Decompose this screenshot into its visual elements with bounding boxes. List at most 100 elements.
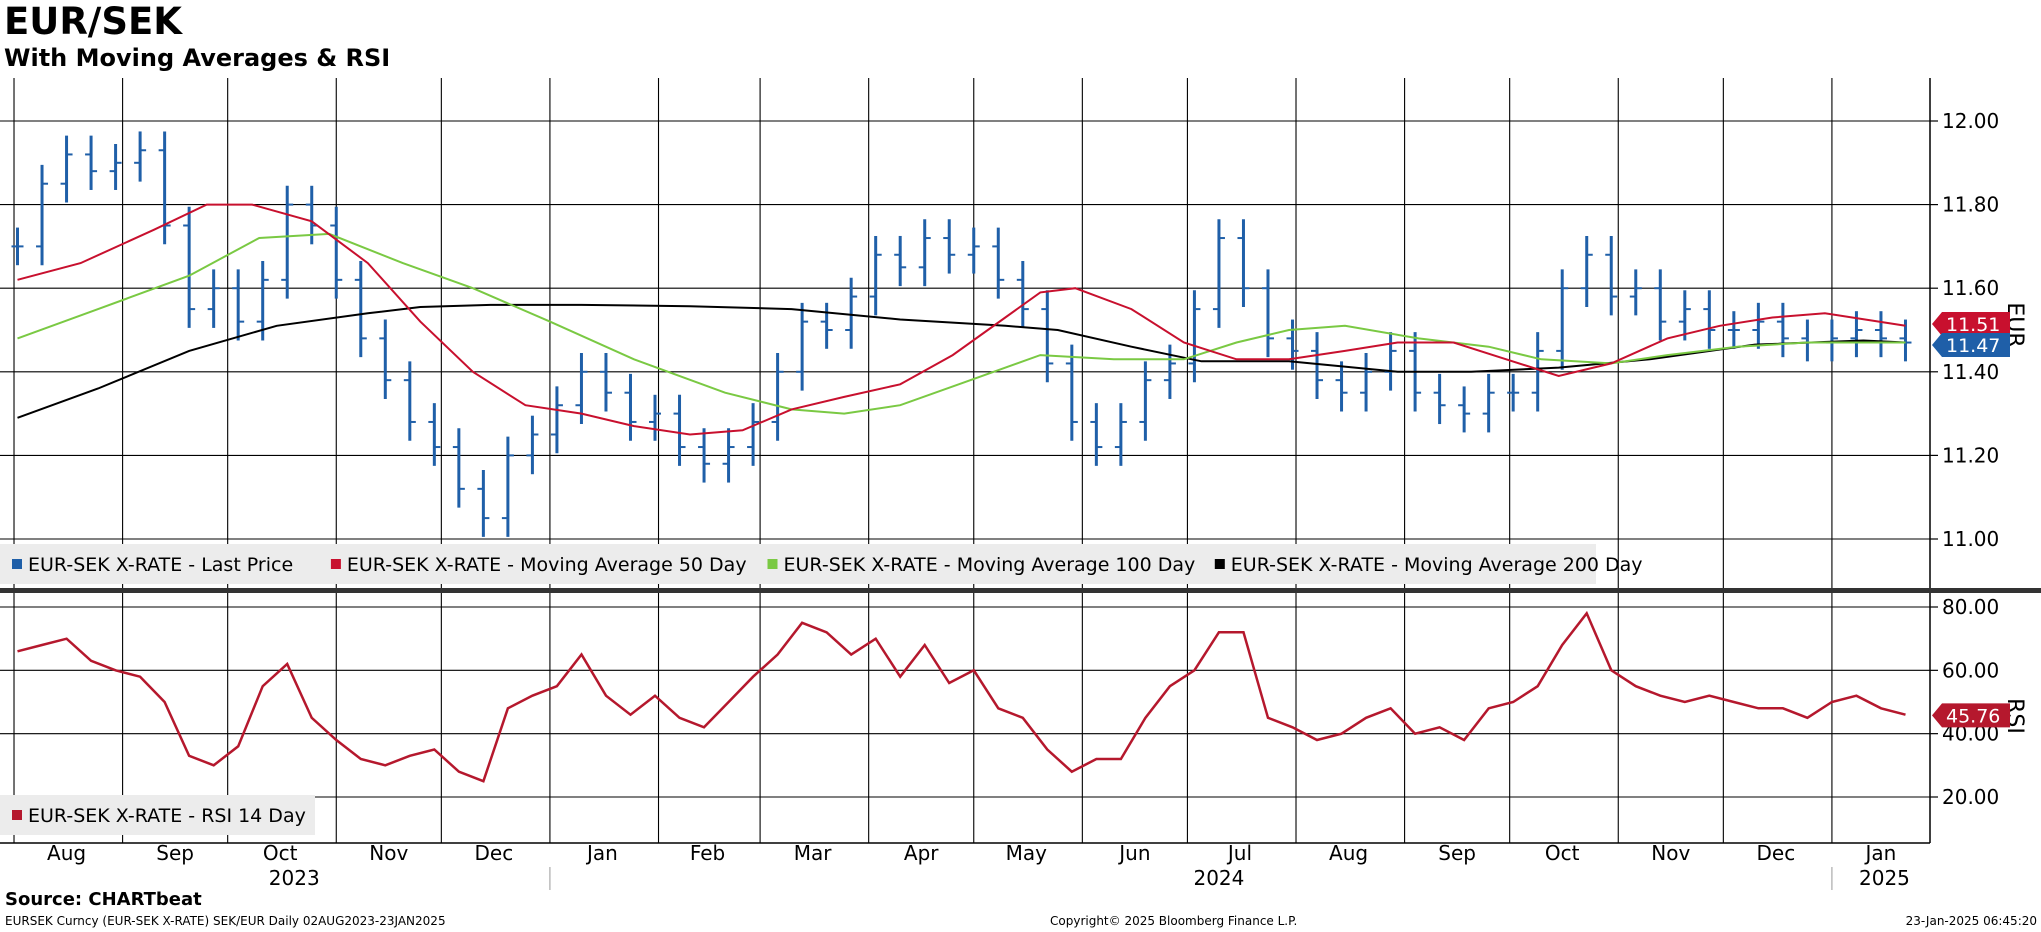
price-tick-label: 12.00 [1942,109,1999,133]
price-tick-label: 11.60 [1942,276,1999,300]
price-bar [452,428,465,508]
price-bar [1752,302,1765,349]
ma200-line [17,303,1906,419]
price-bar [796,302,809,391]
price-bar [1261,269,1274,358]
price-bar [698,428,711,483]
price-tick-label: 11.20 [1942,443,1999,467]
price-bar [232,269,245,341]
price-bar [379,319,392,399]
price-bar [501,436,514,537]
footer-timestamp: 23-Jan-2025 06:45:20 [1905,914,2037,928]
price-bar [354,261,367,358]
x-month-label: Dec [475,841,514,865]
price-bar [820,302,833,349]
price-bar [1727,311,1740,349]
price-bar [1188,290,1201,383]
price-bar [330,206,343,299]
price-tick-label: 11.40 [1942,360,1999,384]
price-bar [1114,403,1127,466]
price-bar [1384,332,1397,391]
x-month-label: Nov [1651,841,1690,865]
rsi-tick-label: 60.00 [1942,658,1999,682]
price-bar [183,206,196,328]
rsi-last-value-tag-shape [1932,703,2010,728]
price-bar [60,135,73,203]
price-bar [403,361,416,441]
x-month-label: Mar [794,841,833,865]
legend-swatch [12,559,22,569]
x-month-label: Oct [1545,841,1580,865]
price-bar [11,227,24,266]
x-month-label: Feb [690,841,725,865]
price-bar [1531,332,1544,412]
price-bar [1703,290,1716,349]
price-legend: EUR-SEK X-RATE - Last Price EUR-SEK X-RAT… [0,544,1643,584]
price-bar [943,219,956,274]
price-last-value-tag: 11.47 [1932,333,2010,357]
price-bar [649,394,662,441]
price-bar [1482,373,1495,433]
rsi-last-value-tag-text: 45.76 [1946,705,2000,727]
price-bar [1433,373,1446,425]
x-month-label: Jan [585,841,618,865]
ma50-last-value-tag: 11.51 [1932,312,2010,336]
price-bar [134,131,147,182]
price-bar [36,164,49,266]
price-bar [1016,261,1029,328]
price-bar [207,269,220,328]
legend-label: EUR-SEK X-RATE - Last Price [28,554,293,576]
price-bar [1360,352,1373,412]
price-bar [918,219,931,287]
rsi-line [17,610,1906,783]
price-bar [673,394,686,466]
price-tick-label: 11.00 [1942,527,1999,551]
price-legend-bg [0,544,1596,584]
price-bar [281,185,294,299]
price-last-value-tag-text: 11.47 [1946,335,2000,357]
price-bar [1212,219,1225,328]
legend-swatch [767,559,778,569]
x-month-label: Aug [47,841,86,865]
price-bar [1311,332,1324,399]
ma50-last-value-tag-shape [1932,312,2010,336]
price-bar [1678,290,1691,341]
x-month-label: Jun [1117,841,1150,865]
x-month-label: Aug [1329,841,1368,865]
x-month-label: Oct [263,841,298,865]
x-month-label: Apr [904,841,939,865]
chart-title: EUR/SEK [4,0,182,43]
rsi-last-value-tag: 45.76 [1932,703,2010,728]
legend-swatch [12,810,22,820]
price-bar [624,373,637,441]
price-bar [1801,319,1814,362]
rsi-legend-bg [0,795,315,835]
price-bar [1654,269,1667,341]
price-bar [575,352,588,425]
price-bar [894,235,907,287]
price-bar [1629,269,1642,316]
ma50-line [17,203,1906,436]
chart-subtitle: With Moving Averages & RSI [4,44,391,72]
x-month-label: Dec [1757,841,1796,865]
price-bar [1899,319,1912,362]
price-bar [1776,302,1789,358]
x-month-label: Sep [156,841,194,865]
rsi-tick-label: 80.00 [1942,595,1999,619]
price-bar [109,143,122,190]
price-bar [1825,319,1838,362]
price-bar [771,352,784,441]
price-bar [428,403,441,466]
price-bar [1139,361,1152,441]
price-bar [1090,403,1103,466]
price-bar [1163,344,1176,399]
price-bar [550,386,563,454]
price-bar [1335,361,1348,412]
price-bar [845,277,858,349]
price-bar [1237,219,1250,308]
price-bar [1874,311,1887,358]
price-bar [967,227,980,274]
footer-copyright: Copyright© 2025 Bloomberg Finance L.P. [1050,914,1298,928]
price-bar [1041,290,1054,383]
